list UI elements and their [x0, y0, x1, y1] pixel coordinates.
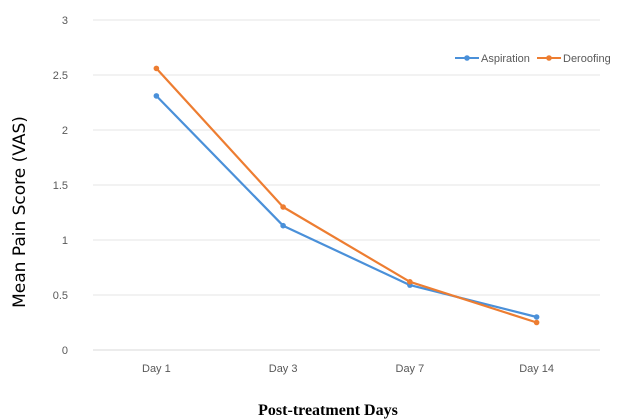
data-point-aspiration [533, 314, 540, 320]
legend-item-deroofing: Deroofing [537, 53, 611, 65]
data-point-deroofing [280, 204, 286, 210]
x-axis-ticks: Day 1 Day 3 Day 7 Day 14 [142, 363, 554, 375]
y-tick-label: 0.5 [53, 290, 68, 302]
legend-swatch-marker [546, 55, 552, 61]
y-tick-label: 1 [62, 235, 68, 247]
legend-label: Deroofing [563, 53, 611, 65]
series-line-deroofing [155, 67, 537, 324]
y-tick-label: 2.5 [53, 70, 68, 82]
series-line-aspiration [155, 95, 537, 319]
legend-label: Aspiration [481, 53, 530, 65]
gridlines [93, 19, 600, 351]
legend: Aspiration Deroofing [455, 53, 611, 65]
x-tick-label: Day 3 [269, 363, 298, 375]
y-tick-label: 2 [62, 125, 68, 137]
data-point-deroofing [533, 319, 540, 326]
legend-swatch-marker [464, 55, 470, 61]
series-lines [153, 65, 540, 326]
x-axis-title: Post-treatment Days [258, 402, 398, 419]
y-axis-title: Mean Pain Score (VAS) [10, 116, 30, 308]
y-tick-label: 3 [62, 15, 68, 27]
x-tick-label: Day 1 [142, 363, 171, 375]
y-tick-label: 1.5 [53, 180, 68, 192]
x-tick-label: Day 7 [396, 363, 425, 375]
data-point-aspiration [280, 222, 286, 229]
y-tick-label: 0 [62, 345, 68, 357]
x-tick-label: Day 14 [519, 363, 554, 375]
data-point-deroofing [407, 279, 413, 285]
legend-item-aspiration: Aspiration [455, 53, 530, 65]
data-point-deroofing [153, 65, 160, 72]
data-point-aspiration [153, 93, 160, 99]
y-axis-ticks: 0 0.5 1 1.5 2 2.5 3 [53, 15, 68, 357]
